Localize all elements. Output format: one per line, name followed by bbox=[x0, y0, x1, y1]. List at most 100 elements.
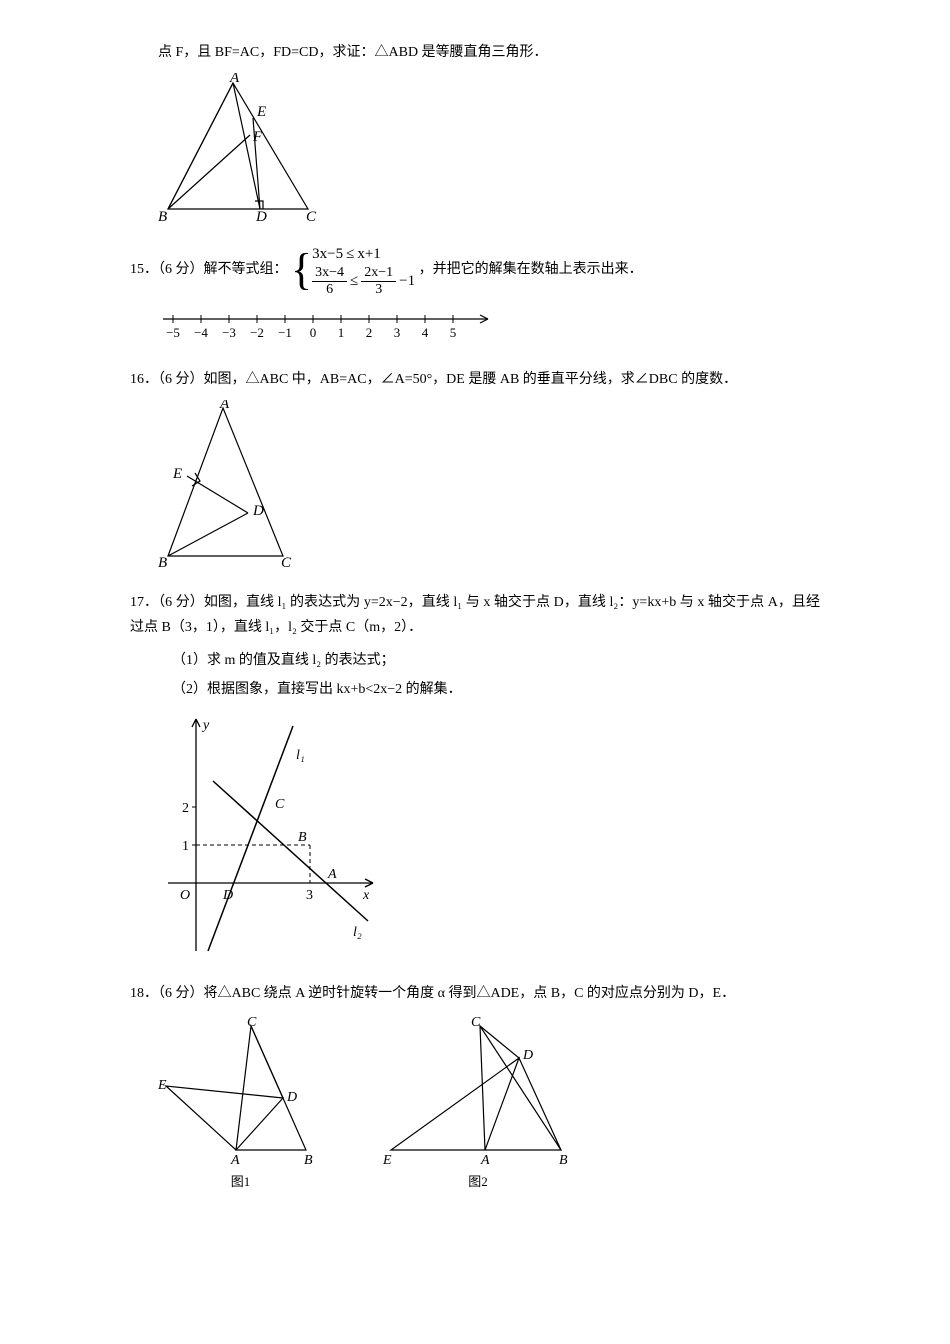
problem-17-text: 17．（6 分）如图，直线 l₁ 的表达式为 y=2x−2，直线 l₁ 与 x … bbox=[130, 590, 820, 640]
label-E: E bbox=[172, 466, 182, 482]
p16-text: 16．（6 分）如图，△ABC 中，AB=AC，∠A=50°，DE 是腰 AB … bbox=[130, 372, 737, 387]
problem-18-text: 18．（6 分）将△ABC 绕点 A 逆时针旋转一个角度 α 得到△ADE，点 … bbox=[130, 981, 820, 1006]
f2-D: D bbox=[522, 1048, 533, 1063]
f1-D: D bbox=[286, 1090, 297, 1105]
label-B: B bbox=[158, 555, 167, 570]
label-A: A bbox=[327, 867, 337, 882]
l1-lhs: 3x−5 bbox=[312, 243, 343, 266]
label-E: E bbox=[256, 104, 266, 120]
problem-17: 17．（6 分）如图，直线 l₁ 的表达式为 y=2x−2，直线 l₁ 与 x … bbox=[130, 590, 820, 961]
l2-tail: −1 bbox=[399, 270, 415, 293]
problem-14: 点 F，且 BF=AC，FD=CD，求证：△ABD 是等腰直角三角形． A B … bbox=[130, 40, 820, 223]
figure-17: y x O l₁ l₂ D A B C 2 1 3 bbox=[158, 711, 820, 961]
label-C: C bbox=[275, 797, 285, 812]
seg-BD bbox=[168, 513, 248, 556]
svg-text:2: 2 bbox=[366, 325, 373, 340]
frac2: 2x−1 3 bbox=[361, 266, 396, 297]
x-label: x bbox=[362, 888, 370, 903]
f2-E: E bbox=[383, 1153, 392, 1166]
f1-A: A bbox=[230, 1153, 240, 1166]
tri-ADE-1 bbox=[166, 1086, 283, 1150]
numline-svg: −5 −4 −3 −2 −1 0 1 2 3 4 5 bbox=[158, 307, 508, 347]
fig1-label: 图1 bbox=[158, 1170, 323, 1193]
p18-text: 18．（6 分）将△ABC 绕点 A 逆时针旋转一个角度 α 得到△ADE，点 … bbox=[130, 986, 735, 1001]
f1n: 3x−4 bbox=[312, 266, 347, 282]
numline-labels: −5 −4 −3 −2 −1 0 1 2 3 4 5 bbox=[166, 325, 456, 340]
y-label: y bbox=[201, 718, 210, 733]
fig1-svg: A B C D E bbox=[158, 1016, 323, 1166]
label-A: A bbox=[219, 400, 230, 412]
seg-BF bbox=[168, 135, 250, 209]
f1-C: C bbox=[247, 1016, 257, 1030]
f1d: 6 bbox=[326, 282, 333, 297]
f2d: 3 bbox=[375, 282, 382, 297]
origin-label: O bbox=[180, 888, 190, 903]
svg-text:4: 4 bbox=[422, 325, 429, 340]
sys-line2: 3x−4 6 ≤ 2x−1 3 −1 bbox=[312, 266, 415, 297]
svg-text:0: 0 bbox=[310, 325, 317, 340]
svg-text:1: 1 bbox=[338, 325, 345, 340]
f1-E: E bbox=[158, 1078, 167, 1093]
problem-16-text: 16．（6 分）如图，△ABC 中，AB=AC，∠A=50°，DE 是腰 AB … bbox=[130, 367, 820, 392]
problem-15: 15．（6 分）解不等式组： { 3x−5 ≤ x+1 3x−4 6 ≤ 2x−… bbox=[130, 243, 820, 347]
svg-text:3: 3 bbox=[394, 325, 401, 340]
tri-ABC-1 bbox=[236, 1026, 306, 1150]
label-C: C bbox=[281, 555, 292, 570]
p14-text: 点 F，且 BF=AC，FD=CD，求证：△ABD 是等腰直角三角形． bbox=[158, 45, 548, 60]
seg-DE bbox=[187, 476, 248, 513]
tri-ADE-2 bbox=[391, 1058, 519, 1150]
f2n: 2x−1 bbox=[361, 266, 396, 282]
ytick-label-1: 1 bbox=[182, 839, 189, 854]
problem-18: 18．（6 分）将△ABC 绕点 A 逆时针旋转一个角度 α 得到△ADE，点 … bbox=[130, 981, 820, 1194]
problem-14-text: 点 F，且 BF=AC，FD=CD，求证：△ABD 是等腰直角三角形． bbox=[130, 40, 820, 65]
frac1: 3x−4 6 bbox=[312, 266, 347, 297]
sys-line1: 3x−5 ≤ x+1 bbox=[312, 243, 415, 266]
l2-op: ≤ bbox=[350, 270, 358, 293]
l1-op: ≤ bbox=[346, 243, 354, 266]
seg-CD-2 bbox=[480, 1026, 519, 1058]
tri-ABC bbox=[168, 408, 283, 556]
label-A: A bbox=[229, 73, 240, 86]
graph-17-svg: y x O l₁ l₂ D A B C 2 1 3 bbox=[158, 711, 388, 961]
fig2-svg: A B C D E bbox=[383, 1016, 573, 1166]
p15-suffix: ，并把它的解集在数轴上表示出来． bbox=[419, 262, 643, 277]
label-B: B bbox=[298, 830, 307, 845]
l2-label: l₂ bbox=[353, 925, 362, 940]
number-line-15: −5 −4 −3 −2 −1 0 1 2 3 4 5 bbox=[158, 307, 820, 347]
outline bbox=[168, 83, 260, 209]
ytick-label-2: 2 bbox=[182, 801, 189, 816]
svg-text:−1: −1 bbox=[278, 325, 292, 340]
line-l1 bbox=[208, 726, 293, 951]
problem-15-text: 15．（6 分）解不等式组： { 3x−5 ≤ x+1 3x−4 6 ≤ 2x−… bbox=[130, 243, 820, 297]
p15-prefix: 15．（6 分）解不等式组： bbox=[130, 262, 288, 277]
label-D: D bbox=[222, 888, 233, 903]
triangle-14-svg: A B C D E F bbox=[158, 73, 328, 223]
svg-text:−5: −5 bbox=[166, 325, 180, 340]
f2-A: A bbox=[480, 1153, 490, 1166]
f2-C: C bbox=[471, 1016, 481, 1030]
p17-sub1: （1）求 m 的值及直线 l₂ 的表达式； bbox=[130, 648, 820, 673]
l1-label: l₁ bbox=[296, 748, 305, 763]
system-lines: 3x−5 ≤ x+1 3x−4 6 ≤ 2x−1 3 −1 bbox=[312, 243, 415, 297]
fig2-label: 图2 bbox=[383, 1170, 573, 1193]
xtick-label-3: 3 bbox=[306, 888, 313, 903]
triangle-16-svg: A B C D E bbox=[158, 400, 303, 570]
label-D: D bbox=[255, 209, 267, 223]
line-l2 bbox=[213, 781, 368, 921]
f2-B: B bbox=[559, 1153, 568, 1166]
p17-sub2: （2）根据图象，直接写出 kx+b<2x−2 的解集． bbox=[130, 677, 820, 702]
svg-text:−3: −3 bbox=[222, 325, 236, 340]
svg-text:−4: −4 bbox=[194, 325, 208, 340]
svg-text:5: 5 bbox=[450, 325, 457, 340]
seg-CD-1 bbox=[251, 1026, 283, 1098]
p17-text: 17．（6 分）如图，直线 l₁ 的表达式为 y=2x−2，直线 l₁ 与 x … bbox=[130, 595, 820, 635]
left-brace: { bbox=[291, 252, 312, 287]
fig1-wrap: A B C D E 图1 bbox=[158, 1016, 323, 1193]
label-F: F bbox=[252, 129, 263, 145]
label-B: B bbox=[158, 209, 167, 223]
label-C: C bbox=[306, 209, 317, 223]
figure-14: A B C D E F bbox=[158, 73, 820, 223]
svg-text:−2: −2 bbox=[250, 325, 264, 340]
seg-BD-2 bbox=[519, 1058, 561, 1150]
problem-16: 16．（6 分）如图，△ABC 中，AB=AC，∠A=50°，DE 是腰 AB … bbox=[130, 367, 820, 570]
